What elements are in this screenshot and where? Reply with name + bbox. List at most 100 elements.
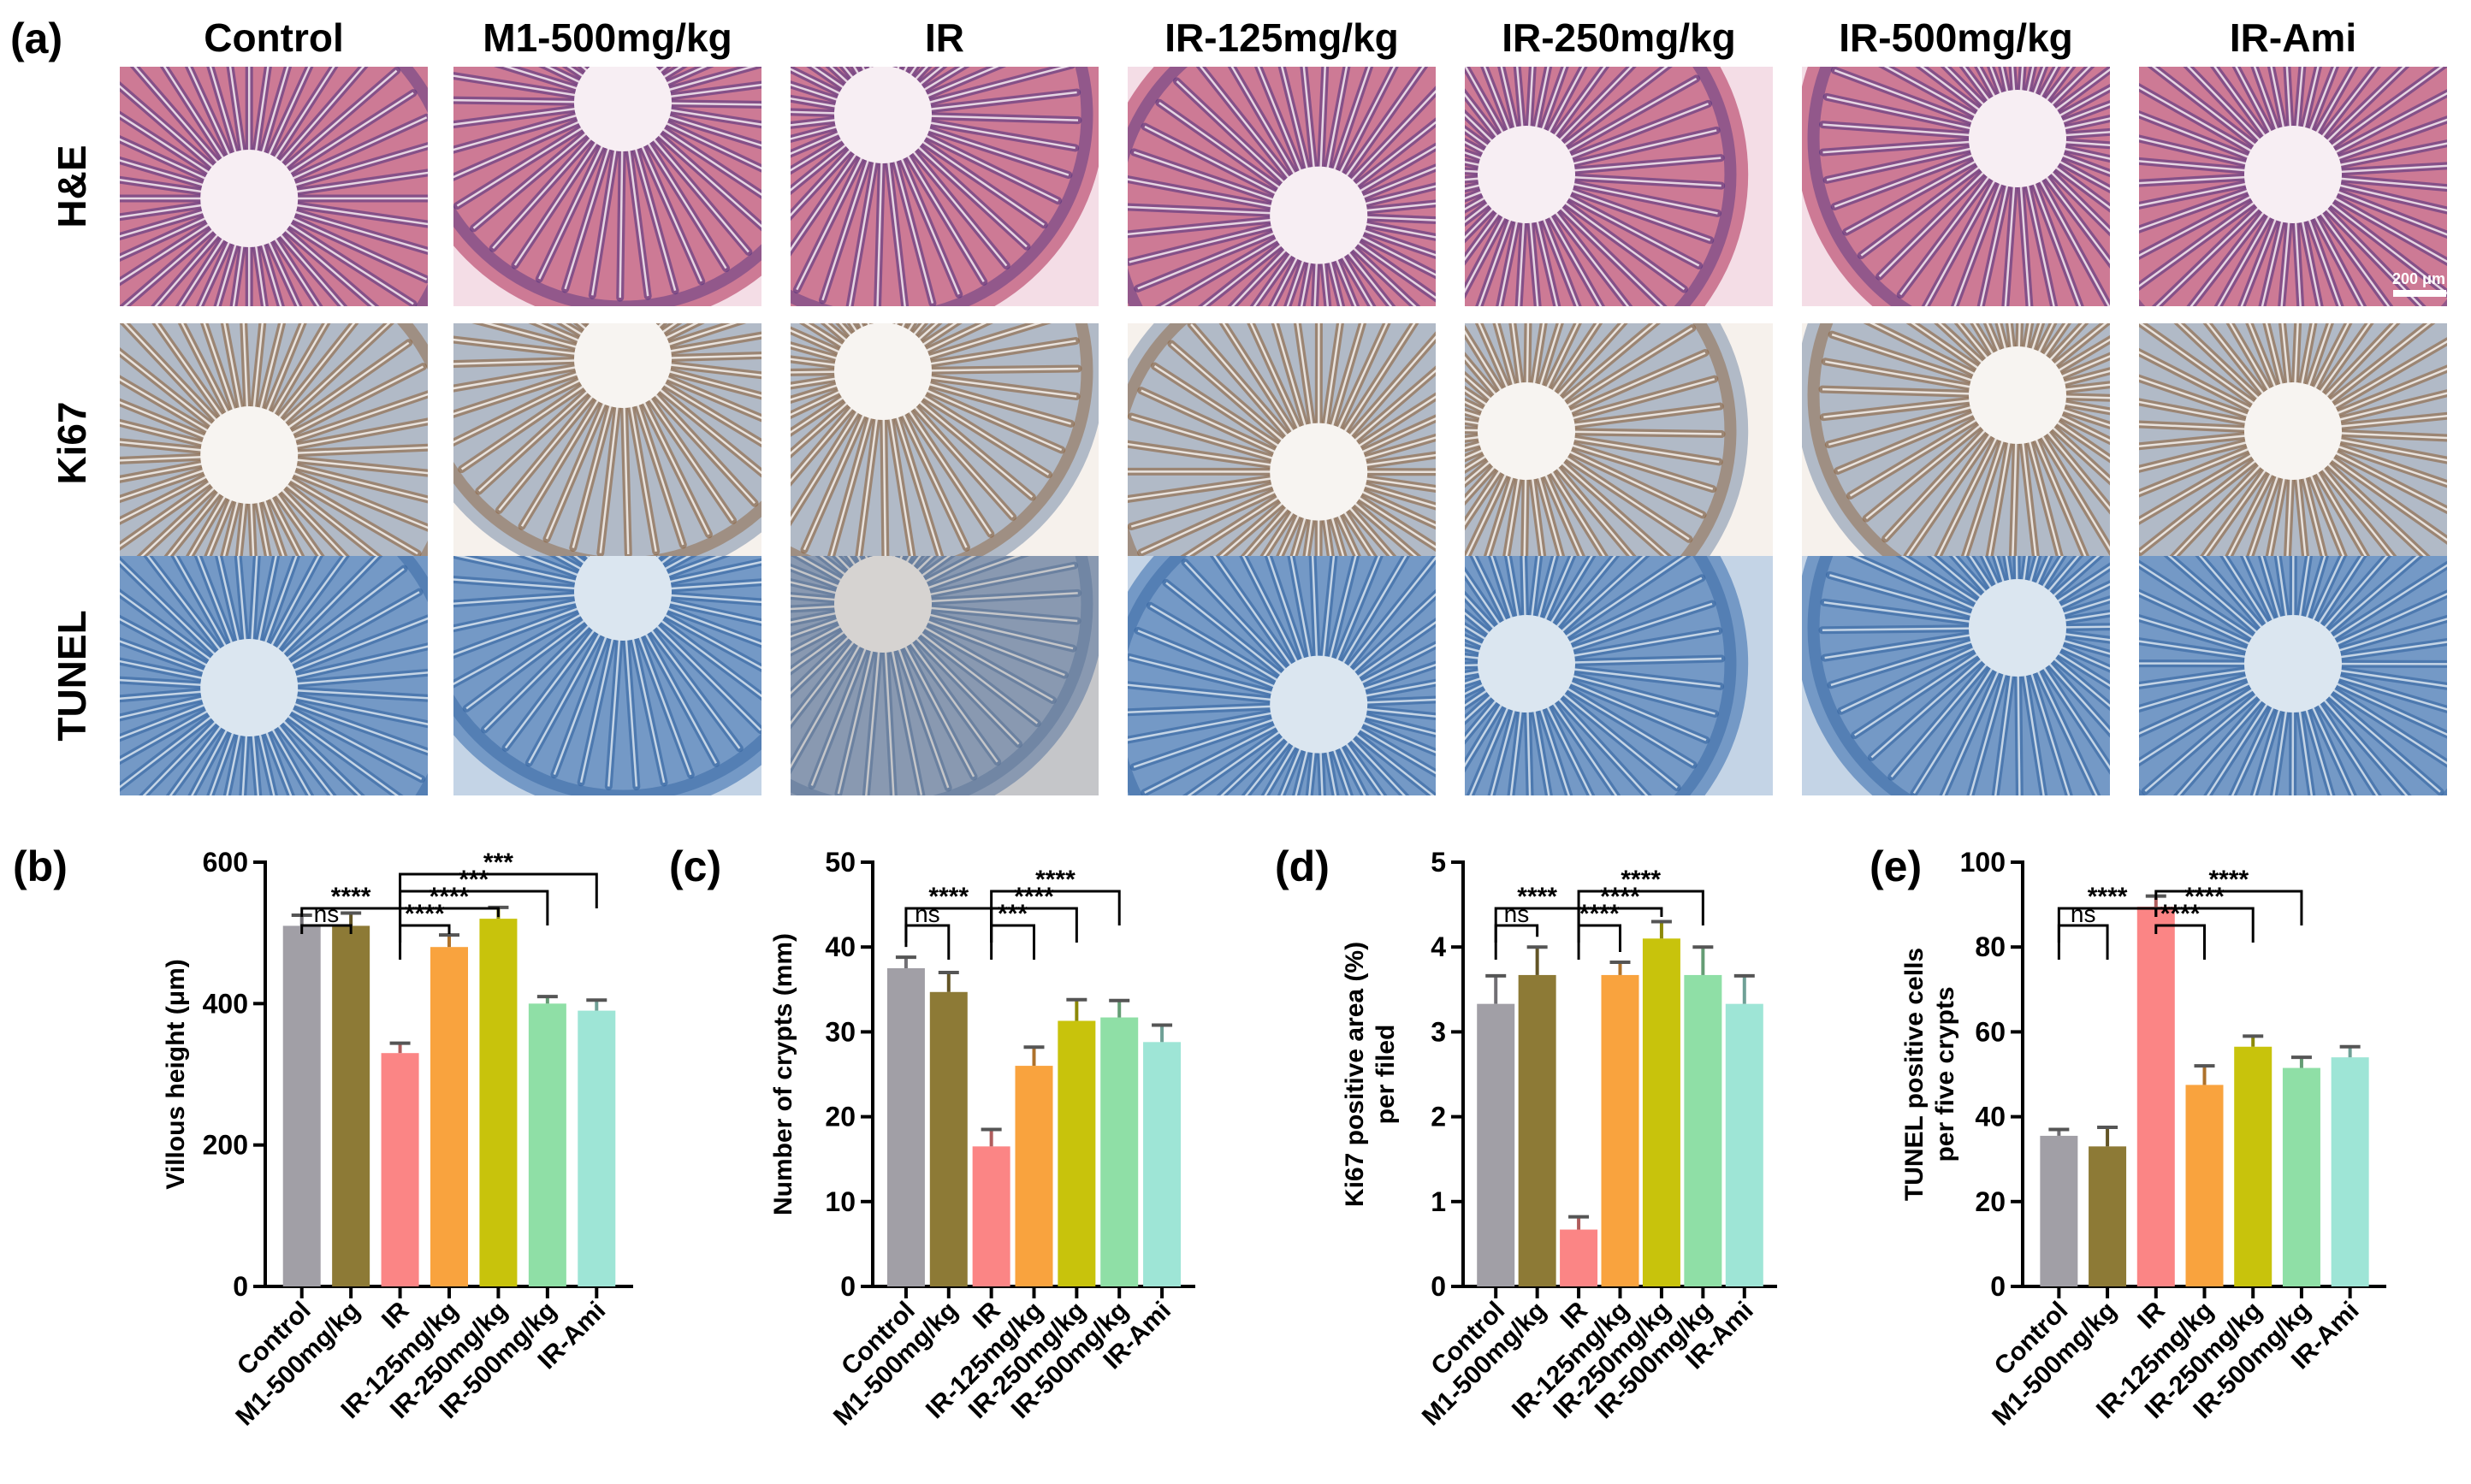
villus-lumen [791,623,844,654]
villus-lumen [889,67,892,72]
micrograph-hande-ir-ami [2139,67,2447,306]
villus-lumen [1289,556,1312,661]
villus-lumen [2030,670,2071,795]
villus-lumen [1509,707,1523,795]
villus-lumen [2322,323,2397,400]
villus-lumen [1176,80,1288,186]
villus-lumen [2337,432,2447,440]
villus-lumen [1153,364,1283,449]
row-label-ki67: Ki67 [50,401,94,484]
villus-lumen [2324,67,2406,145]
villus-lumen [2320,696,2409,795]
significance-label: ns [1504,901,1530,927]
significance-label: *** [459,866,489,894]
villus-lumen [2139,199,2258,288]
villus-lumen [2331,340,2447,411]
villus-lumen [803,323,846,349]
villus-lumen [513,139,600,266]
villus-lumen [1137,230,1278,290]
villus-lumen [1567,680,1707,742]
villus-lumen [226,730,242,795]
villus-lumen [660,381,761,445]
villus-lumen [2139,669,2249,687]
villus-lumen [2061,383,2110,392]
villus-lumen [292,695,428,725]
villus-lumen [2041,664,2110,770]
micrograph-ki67-m1-500mg-kg [453,323,761,563]
villus-lumen [829,67,851,86]
villus-lumen [796,556,845,583]
villus-lumen [667,354,761,359]
villus-lumen [2060,117,2110,131]
villus-lumen [1128,711,1276,742]
villus-lumen [2144,691,2261,792]
villus-lumen [848,157,877,306]
villus-lumen [653,622,761,731]
villus-lumen [1523,475,1527,563]
villus-lumen [2021,439,2038,563]
villus-lumen [477,388,591,492]
villus-lumen [1355,395,1436,449]
villus-lumen [1128,442,1276,467]
villus-lumen [1465,67,1506,137]
villus-lumen [1331,67,1371,174]
villus-lumen [266,238,300,306]
villus-lumen [1362,216,1436,222]
villus-lumen [286,221,414,305]
villus-lumen [1328,257,1342,306]
villus-lumen [291,210,428,252]
villus-lumen [2061,632,2110,641]
villus-lumen [2033,435,2089,563]
villus-lumen [897,645,950,789]
villus-lumen [217,556,240,645]
villus-lumen [120,455,205,462]
villus-lumen [591,146,618,296]
villus-lumen [1165,582,1285,678]
villus-lumen [2320,464,2399,563]
villus-lumen [910,148,1008,267]
villus-lumen [923,67,999,98]
villus-lumen [650,135,750,253]
villus-lumen [1174,494,1283,563]
crypt-layer [791,556,1093,795]
villus-lumen [791,618,842,638]
villus-lumen [277,67,365,166]
micrograph-hande-control [120,67,428,306]
villus-lumen [2326,556,2421,636]
villus-lumen [2190,209,2267,306]
villus-lumen [123,323,220,424]
villus-lumen [241,731,248,795]
villus-lumen [2326,323,2432,405]
villus-lumen [1919,67,1983,113]
villus-lumen [1483,67,1512,134]
villus-lumen [250,499,255,563]
villus-lumen [2177,696,2265,795]
villus-lumen [2025,67,2035,96]
villus-lumen [292,645,428,679]
villus-lumen [791,110,839,115]
villus-lumen [667,594,761,604]
villus-lumen [2139,446,2253,495]
villus-lumen [661,556,691,572]
villus-lumen [665,115,761,147]
villus-lumen [922,323,987,353]
crypt-lumen [1477,614,1576,713]
villus-lumen [1361,185,1436,206]
villus-lumen [656,386,761,475]
villus-lumen [292,464,428,501]
villus-lumen [926,564,1075,597]
villus-lumen [1465,388,1490,408]
villus-lumen [174,556,228,650]
villus-lumen [1465,213,1507,293]
villus-lumen [288,216,428,281]
villus-lumen [2334,118,2447,161]
villus-lumen [1465,701,1505,768]
villus-lumen [791,98,840,109]
villus-lumen [2315,701,2379,795]
villus-lumen [2276,556,2288,620]
villus-lumen [1543,556,1573,624]
villus-lumen [1324,515,1333,563]
villus-lumen [2301,217,2321,306]
villus-lumen [272,234,320,306]
villus-lumen [1559,323,1657,404]
